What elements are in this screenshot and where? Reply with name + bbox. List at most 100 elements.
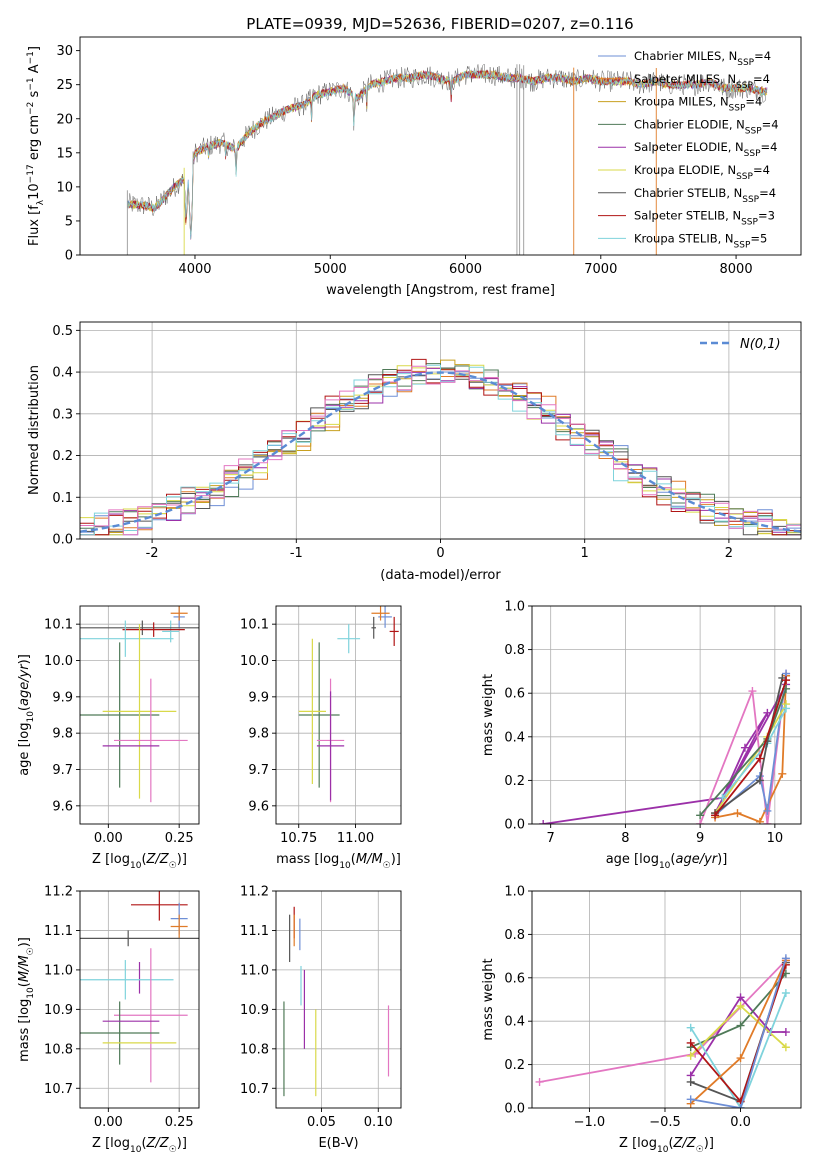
x-tick-label: 8000 <box>720 262 753 277</box>
x-tick-label: 1 <box>581 546 589 561</box>
y-tick-label: 10.9 <box>240 1003 269 1018</box>
x-tick-label: 4000 <box>178 262 211 277</box>
y-tick-label: 10.8 <box>44 1042 73 1057</box>
x-tick-label: −0.5 <box>649 1115 681 1130</box>
plus-marker <box>781 954 790 963</box>
data-point <box>298 642 340 788</box>
plus-marker <box>781 1028 790 1037</box>
y-tick-label: 0.0 <box>504 818 525 833</box>
axes-box <box>531 890 802 1109</box>
y-axis-label: mass weight <box>481 674 496 756</box>
y-tick-label: 9.6 <box>52 799 73 814</box>
x-tick-label: 7000 <box>584 262 617 277</box>
y-axis-label: mass [log10(M/M☉)] <box>17 937 36 1062</box>
plus-marker <box>733 809 742 818</box>
axes-frame: 7 8 9 10 0.0 0.2 0.4 0.6 0.8 1.0 <box>504 600 802 846</box>
y-tick-label: 10.1 <box>44 618 73 633</box>
data-point <box>80 1001 160 1065</box>
y-tick-label: 11.1 <box>240 924 269 939</box>
data-point <box>80 930 199 947</box>
y-tick-label: 0.8 <box>504 643 525 658</box>
x-tick-label: 5000 <box>314 262 347 277</box>
y-tick-label: 10.8 <box>240 1042 269 1057</box>
y-tick-label: 1.0 <box>504 600 525 615</box>
histogram-step <box>80 364 801 536</box>
y-tick-label: 20 <box>56 112 73 127</box>
plus-marker <box>686 1051 695 1060</box>
histogram-step <box>80 365 801 536</box>
plus-marker <box>763 820 772 824</box>
legend-entry: Kroupa STELIB, NSSP=5 <box>634 231 767 250</box>
axes-box <box>275 890 402 1109</box>
data-point <box>337 624 361 654</box>
series-line <box>714 677 784 814</box>
data-point <box>371 616 376 639</box>
plot-area <box>80 606 199 803</box>
y-tick-label: 10.1 <box>240 618 269 633</box>
mass-weight-series <box>686 956 790 1108</box>
legend-entry: Salpeter MILES, NSSP=4 <box>634 72 770 91</box>
y-tick-label: 0.0 <box>52 533 73 548</box>
y-tick-label: 11.2 <box>44 885 73 900</box>
spectrum-legend: Chabrier MILES, NSSP=4 Salpeter MILES, NS… <box>598 49 779 250</box>
plus-marker <box>755 776 764 785</box>
plot-area <box>80 358 801 536</box>
axes-frame: 0.05 0.10 10.7 10.8 10.9 11.0 11.1 11.2 <box>240 885 402 1130</box>
plot-area <box>126 64 768 255</box>
axes-frame: 0.00 0.25 9.6 9.7 9.8 9.9 10.0 10.1 <box>44 605 200 846</box>
axes-box <box>79 36 802 256</box>
x-tick-label: 9 <box>696 831 704 846</box>
histogram-step <box>80 363 801 536</box>
x-tick-label: 0.10 <box>364 1115 393 1130</box>
data-point <box>114 948 188 1083</box>
y-tick-label: 10.9 <box>44 1003 73 1018</box>
axes-box <box>79 605 200 825</box>
x-tick-label: 0.05 <box>307 1115 336 1130</box>
y-tick-label: 0.4 <box>504 1015 525 1030</box>
age-vs-z-panel: 0.00 0.25 9.6 9.7 9.8 9.9 10.0 10.1 Z [log10(Z/Z… <box>17 605 200 871</box>
y-tick-label: 9.7 <box>248 763 269 778</box>
legend-entry: Chabrier MILES, NSSP=4 <box>634 49 771 68</box>
data-point <box>102 624 177 799</box>
y-tick-label: 11.0 <box>44 963 73 978</box>
y-tick-label: 0.6 <box>504 687 525 702</box>
y-tick-label: 9.8 <box>248 727 269 742</box>
plus-marker <box>748 687 757 696</box>
x-tick-label: 0.25 <box>165 831 194 846</box>
x-axis-label: (data-model)/error <box>380 568 501 583</box>
data-point <box>80 620 199 636</box>
data-point <box>389 616 399 646</box>
y-tick-label: 10.7 <box>240 1082 269 1097</box>
y-tick-label: 0.4 <box>504 730 525 745</box>
data-point <box>316 691 345 801</box>
x-axis-label: wavelength [Angstrom, rest frame] <box>326 283 555 298</box>
plus-marker <box>686 1077 695 1086</box>
x-tick-label: 6000 <box>449 262 482 277</box>
y-tick-label: 11.2 <box>240 885 269 900</box>
y-tick-label: 0.1 <box>52 491 73 506</box>
legend-entry: Salpeter ELODIE, NSSP=4 <box>634 140 777 159</box>
data-point <box>170 914 188 939</box>
axes-box <box>79 890 200 1109</box>
legend-entry: Salpeter STELIB, NSSP=3 <box>634 209 775 228</box>
x-tick-label: -2 <box>146 546 159 561</box>
plus-marker <box>696 820 705 824</box>
x-axis-label: age [log10(age/yr)] <box>606 852 728 871</box>
plus-marker <box>535 1077 544 1086</box>
y-axis-label: Flux [fλ10−17 erg cm−2 s−1 A−1] <box>26 46 46 246</box>
axes-frame: −1.0 −0.5 0.0 0.0 0.2 0.4 0.6 0.8 1.0 <box>504 885 802 1130</box>
spectrum-panel: 4000 5000 6000 7000 8000 0 5 10 15 20 25 30 Chabrier… <box>26 36 802 298</box>
y-axis-label: mass weight <box>481 958 496 1040</box>
y-tick-label: 0.3 <box>52 407 73 422</box>
y-tick-label: 0.2 <box>52 449 73 464</box>
y-tick-label: 9.9 <box>52 690 73 705</box>
plus-marker <box>736 1021 745 1030</box>
mass-weight-series <box>686 960 790 1106</box>
x-tick-label: 8 <box>621 831 629 846</box>
y-tick-label: 0.2 <box>504 1058 525 1073</box>
y-tick-label: 9.9 <box>248 690 269 705</box>
mass-vs-z-panel: 0.00 0.25 10.7 10.8 10.9 11.0 11.1 11.2 Z [log10… <box>17 885 200 1155</box>
plot-area <box>539 669 791 824</box>
plus-marker <box>763 708 772 717</box>
